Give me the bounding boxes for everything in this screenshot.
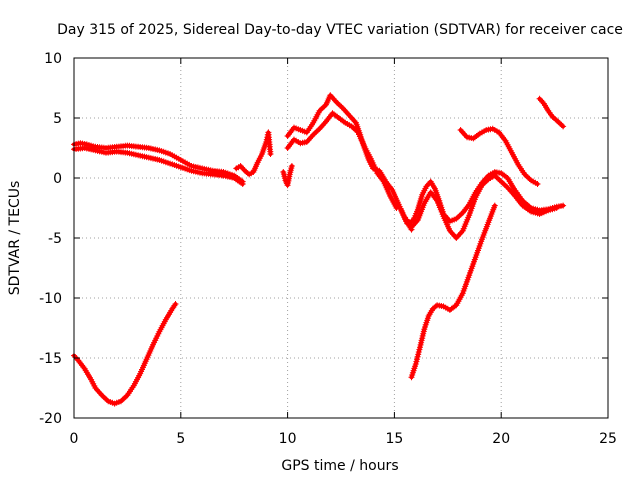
data-point-marker	[552, 116, 559, 123]
chart-title: Day 315 of 2025, Sidereal Day-to-day VTE…	[57, 22, 623, 38]
series-arc-5	[280, 163, 295, 189]
y-tick-label: 10	[44, 51, 62, 67]
grid-layer	[74, 58, 608, 418]
data-point-marker	[432, 303, 439, 310]
series-arc-3	[71, 145, 246, 187]
data-point-marker	[239, 181, 246, 187]
data-point-marker	[560, 123, 567, 130]
y-tick-label: -5	[48, 231, 62, 247]
series-arc-7	[284, 110, 400, 211]
series-arc-11	[457, 125, 541, 187]
data-point-marker	[534, 181, 541, 187]
y-tick-label: -15	[39, 351, 62, 367]
y-tick-label: 0	[53, 171, 62, 187]
y-tick-label: -10	[39, 291, 62, 307]
data-point-marker	[288, 163, 295, 169]
data-point-marker	[560, 202, 567, 209]
series-arc-1	[71, 301, 179, 407]
data-point-marker	[393, 205, 400, 211]
y-tick-label: 5	[53, 111, 62, 127]
x-tick-label: 5	[176, 431, 185, 447]
x-axis-label: GPS time / hours	[281, 458, 398, 474]
x-tick-label: 10	[279, 431, 297, 447]
x-tick-label: 15	[385, 431, 403, 447]
data-point-marker	[267, 151, 274, 157]
plot-area	[71, 92, 567, 407]
series-arc-12	[536, 95, 567, 130]
x-tick-label: 0	[70, 431, 79, 447]
data-point-marker	[172, 301, 179, 307]
y-axis-label: SDTVAR / TECUs	[7, 181, 23, 296]
data-point-marker	[491, 202, 498, 209]
series-arc-4	[233, 129, 274, 178]
series-arc-9	[402, 172, 560, 241]
plot-frame	[73, 57, 609, 419]
data-point-marker	[553, 205, 560, 211]
y-tick-label: -20	[39, 411, 62, 427]
series-arc-10	[408, 202, 498, 381]
x-tick-label: 20	[492, 431, 510, 447]
x-tick-label: 25	[599, 431, 617, 447]
series-arc-2	[71, 140, 246, 185]
